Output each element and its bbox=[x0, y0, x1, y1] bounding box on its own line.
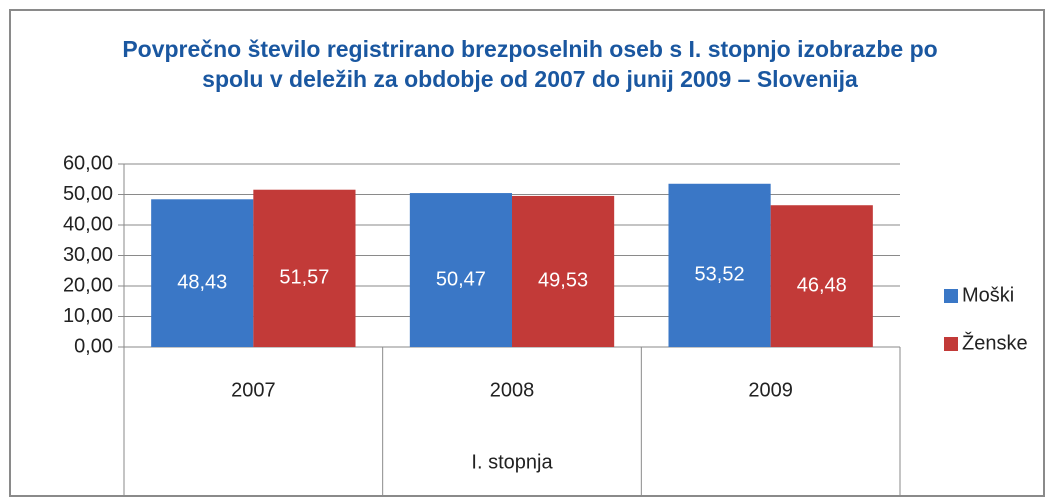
legend-label: Ženske bbox=[962, 331, 1028, 354]
value-label: 51,57 bbox=[279, 267, 329, 289]
value-label: 53,52 bbox=[695, 264, 745, 286]
y-tick-label: 50,00 bbox=[63, 183, 113, 205]
bar bbox=[512, 195, 615, 347]
legend-swatch bbox=[944, 337, 958, 351]
y-tick-label: 30,00 bbox=[63, 244, 113, 266]
y-tick-label: 20,00 bbox=[63, 274, 113, 296]
x-tick-label: 2008 bbox=[490, 379, 535, 401]
value-label: 50,47 bbox=[436, 268, 486, 290]
y-tick-label: 10,00 bbox=[63, 305, 113, 327]
bar bbox=[668, 183, 771, 347]
legend-label: Moški bbox=[962, 284, 1014, 306]
bar bbox=[253, 189, 356, 347]
legend-swatch bbox=[944, 289, 958, 303]
value-label: 46,48 bbox=[797, 274, 847, 296]
y-tick-label: 40,00 bbox=[63, 213, 113, 235]
bar bbox=[151, 199, 254, 347]
y-tick-label: 60,00 bbox=[63, 152, 113, 174]
y-tick-label: 0,00 bbox=[74, 335, 113, 357]
chart-title: Povprečno število registrirano brezposel… bbox=[122, 36, 938, 92]
x-tick-label: 2007 bbox=[231, 379, 276, 401]
x-tick-label: 2009 bbox=[748, 379, 793, 401]
value-label: 48,43 bbox=[177, 271, 227, 293]
bar bbox=[770, 205, 873, 347]
group-label: I. stopnja bbox=[471, 451, 553, 473]
bar bbox=[409, 193, 512, 347]
value-label: 49,53 bbox=[538, 270, 588, 292]
